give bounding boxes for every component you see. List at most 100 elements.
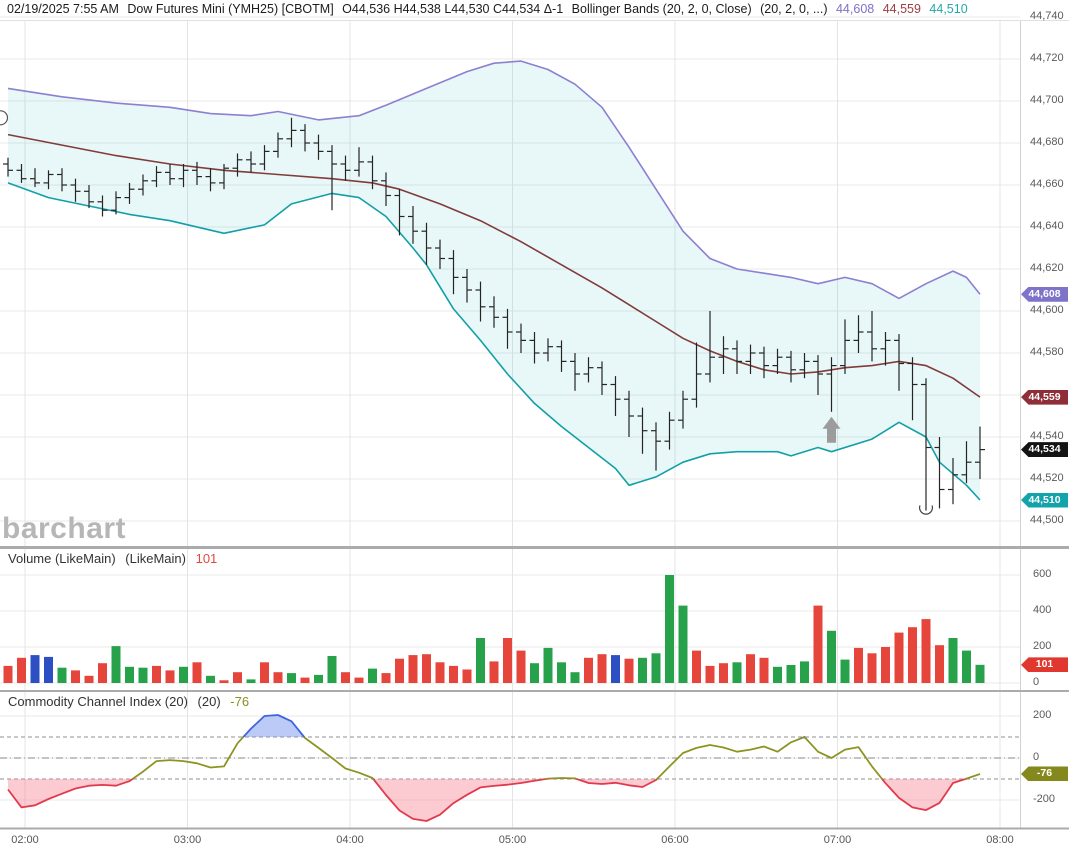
gridlines (0, 16, 1021, 828)
price-bar (529, 332, 540, 364)
price-bar (772, 348, 783, 374)
volume-axis-tick: 200 (1033, 640, 1052, 652)
price-axis-tick: 44,680 (1030, 136, 1064, 148)
cci-title-label: Commodity Channel Index (20) (8, 694, 188, 709)
volume-bar (894, 632, 904, 683)
time-axis-tick: 04:00 (336, 834, 364, 846)
price-bar (313, 134, 324, 160)
volume-bar (692, 650, 701, 683)
price-bar (192, 161, 202, 185)
volume-bar (84, 675, 94, 683)
price-bar (745, 344, 756, 374)
volume-bar (705, 665, 715, 683)
cci-line-oversold (7, 779, 969, 822)
price-bar (961, 441, 972, 484)
bar-select-circle-marker (919, 505, 933, 515)
cci-pane-title[interactable]: Commodity Channel Index (20) (20) -76 (8, 694, 255, 709)
volume-bar (260, 662, 269, 683)
price-bar (610, 376, 621, 416)
price-bar (97, 195, 108, 217)
volume-bar (759, 657, 769, 683)
price-bar (259, 145, 270, 171)
cci-axis-tick: -200 (1033, 793, 1056, 805)
volume-bar (516, 650, 526, 683)
header-study-params[interactable]: (20, 2, 0, ...) (760, 2, 828, 16)
price-bar (124, 182, 135, 204)
price-bar (475, 281, 486, 322)
price-bar (799, 353, 810, 379)
price-bar (921, 378, 931, 511)
volume-bar (773, 666, 782, 683)
volume-bar (624, 658, 634, 683)
volume-bar (125, 666, 134, 683)
price-bar (718, 336, 729, 374)
volume-bar (408, 655, 418, 683)
volume-bar (786, 665, 796, 683)
price-bar (462, 269, 472, 303)
cci-line (130, 737, 981, 779)
price-bar (340, 155, 351, 181)
volume-bar (557, 662, 566, 683)
barchart-logo: barchart (2, 512, 127, 545)
cci-overbought-fill (8, 715, 980, 737)
bollinger-upper-badge: 44,608 (1021, 286, 1068, 302)
header-study-label[interactable]: Bollinger Bands (20, 2, 0, Close) (571, 2, 752, 16)
price-bar (786, 350, 796, 383)
price-bar (637, 407, 648, 454)
volume-bar (98, 663, 107, 683)
bollinger-lower-badge: 44,510 (1021, 492, 1068, 508)
volume-bar (273, 672, 283, 683)
volume-bar (881, 647, 890, 683)
price-bar (151, 166, 162, 188)
time-axis-tick: 08:00 (986, 834, 1014, 846)
header-band-lower-value: 44,510 (929, 2, 968, 16)
volume-bar (381, 673, 391, 683)
price-axis-tick: 44,700 (1030, 94, 1064, 106)
volume-bar (638, 657, 647, 683)
volume-bar (206, 675, 215, 683)
volume-bar (17, 657, 26, 683)
price-axis-tick: 44,740 (1030, 10, 1064, 22)
cci-title-params: (20) (197, 694, 221, 709)
header-symbol: Dow Futures Mini (YMH25) [CBOTM] (127, 2, 334, 16)
volume-bar (854, 647, 863, 683)
bollinger-lower-band (7, 182, 981, 501)
price-bar (489, 296, 499, 328)
volume-bar (489, 661, 499, 683)
price-bar (556, 340, 567, 372)
volume-bar (543, 647, 553, 683)
time-axis-tick: 06:00 (661, 834, 689, 846)
volume-bar (530, 663, 539, 683)
volume-bar (800, 661, 809, 683)
volume-bar (449, 665, 458, 683)
header-datetime: 02/19/2025 7:55 AM (7, 2, 119, 16)
price-axis-tick: 44,580 (1030, 346, 1064, 358)
volume-axis-tick: 600 (1033, 568, 1052, 580)
price-bar (30, 168, 40, 188)
volume-bar (71, 670, 80, 683)
cci-plot (7, 714, 981, 822)
volume-last-value: 101 (195, 551, 218, 566)
price-bar (246, 151, 256, 173)
cci-axis-tick: 0 (1033, 751, 1040, 763)
price-bar (813, 355, 823, 395)
volume-bar (3, 665, 13, 683)
time-axis-tick: 02:00 (11, 834, 39, 846)
price-bar (84, 185, 94, 209)
header-band-middle-value: 44,559 (882, 2, 921, 16)
volume-bar (300, 677, 310, 683)
price-bar (583, 357, 594, 383)
header-ohlc: O44,536 H44,538 L44,530 C44,534 Δ-1 (342, 2, 564, 16)
price-bar (570, 353, 580, 391)
volume-bar (327, 656, 337, 683)
price-axis-tick: 44,720 (1030, 52, 1064, 64)
volume-last-badge: 101 (1021, 657, 1068, 673)
volume-pane-title[interactable]: Volume (LikeMain) (LikeMain) 101 (8, 551, 223, 566)
volume-bar (665, 575, 674, 683)
cci-axis-tick: 200 (1033, 709, 1052, 721)
price-bar (597, 361, 607, 395)
time-axis-tick: 07:00 (823, 834, 852, 846)
volume-bar (138, 667, 148, 683)
